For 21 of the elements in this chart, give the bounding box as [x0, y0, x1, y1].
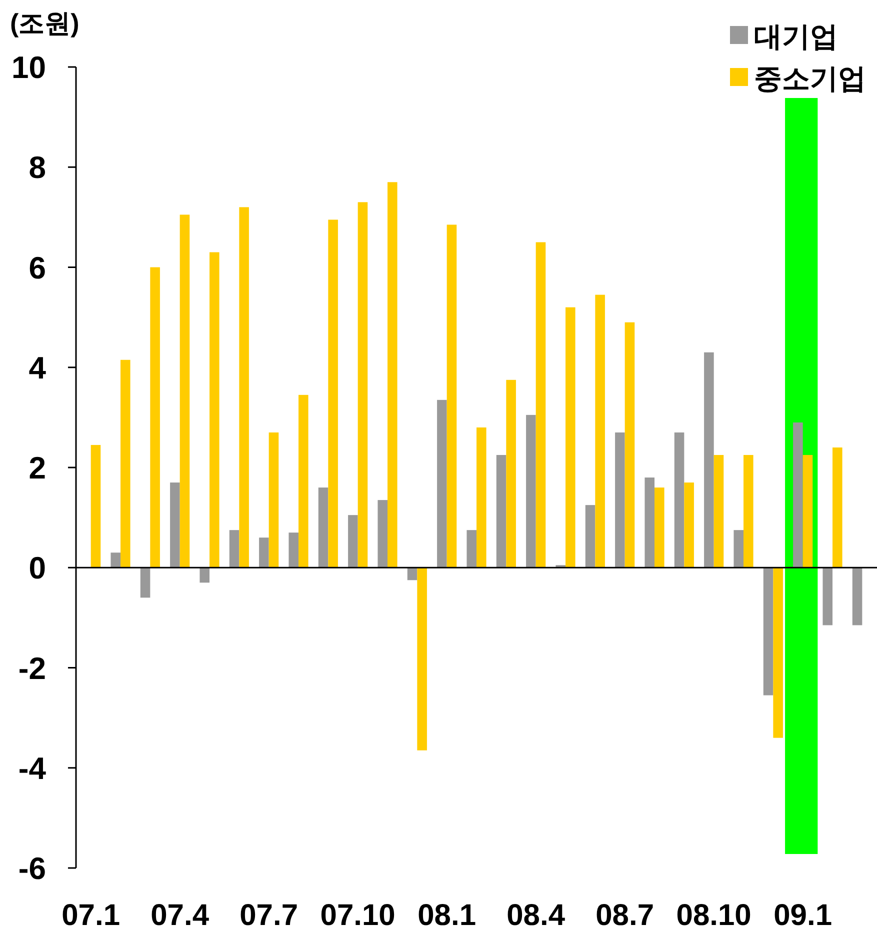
y-tick-label: 10: [12, 50, 46, 85]
y-tick-label: 0: [28, 550, 46, 586]
legend-label: 중소기업: [754, 63, 866, 94]
x-tick-label: 08.4: [506, 899, 566, 931]
x-tick-label: 07.4: [150, 899, 210, 931]
y-axis-title: (조원): [10, 8, 80, 38]
y-tick-label: 8: [28, 150, 46, 186]
x-tick-label: 08.7: [596, 899, 654, 931]
y-tick-label: -4: [18, 750, 47, 786]
y-tick-label: -2: [18, 650, 46, 686]
y-tick-label: 6: [28, 250, 46, 286]
y-tick-label: 2: [28, 450, 46, 486]
legend-label: 대기업: [754, 21, 838, 52]
y-tick-label: -6: [18, 851, 46, 886]
x-tick-label: 08.10: [676, 899, 752, 931]
y-tick-label: 4: [28, 350, 47, 386]
x-tick-label: 07.10: [320, 899, 396, 931]
x-tick-label: 07.7: [240, 899, 298, 931]
x-tick-label: 09.1: [774, 899, 832, 931]
x-tick-label: 08.1: [418, 899, 476, 931]
x-tick-label: 07.1: [62, 899, 120, 931]
